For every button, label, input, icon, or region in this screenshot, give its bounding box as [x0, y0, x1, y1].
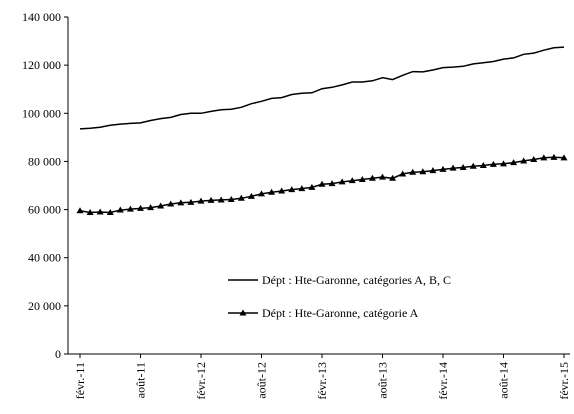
series-marker	[147, 204, 155, 211]
series-marker	[217, 196, 225, 203]
x-tick-label: févr.-14	[436, 362, 450, 400]
series-line	[79, 46, 565, 130]
series-marker	[328, 180, 336, 187]
y-tick-label: 60 000	[28, 203, 61, 217]
legend-label: Dépt : Hte-Garonne, catégories A, B, C	[262, 273, 451, 287]
series-marker	[500, 160, 507, 167]
series-marker	[489, 160, 497, 167]
y-tick-label: 100 000	[22, 106, 61, 120]
legend-label: Dépt : Hte-Garonne, catégorie A	[262, 306, 419, 320]
x-tick-label: févr.-15	[557, 362, 571, 400]
series-marker	[510, 159, 518, 166]
series-marker	[126, 205, 134, 212]
series-marker	[399, 170, 407, 177]
series-marker	[479, 162, 487, 169]
series-marker	[318, 180, 326, 187]
series-marker	[389, 174, 397, 181]
series-marker	[167, 200, 175, 207]
series-marker	[258, 190, 265, 197]
series-marker	[288, 186, 296, 193]
series-marker	[338, 178, 346, 185]
series-marker	[358, 175, 366, 182]
series-marker	[268, 188, 276, 195]
series-marker	[449, 164, 457, 171]
series-marker	[86, 208, 94, 215]
x-tick-label: août-11	[134, 362, 148, 398]
series-marker	[298, 185, 306, 192]
y-tick-label: 20 000	[28, 299, 61, 313]
y-tick-label: 120 000	[22, 58, 61, 72]
series-marker	[439, 165, 447, 172]
series-marker	[177, 199, 185, 206]
series-marker	[197, 197, 205, 204]
series-marker	[207, 196, 215, 203]
x-tick-label: août-13	[376, 362, 390, 399]
series-marker	[157, 202, 165, 209]
series-marker	[550, 153, 558, 160]
series-marker	[530, 156, 538, 163]
series-marker	[520, 157, 528, 164]
series-marker	[348, 177, 356, 184]
series-marker	[116, 206, 124, 213]
series-marker	[76, 207, 84, 214]
x-tick-label: févr.-11	[73, 362, 87, 399]
legend-marker	[239, 309, 247, 316]
x-tick-label: févr.-13	[315, 362, 329, 400]
series-marker	[419, 168, 427, 175]
series-marker	[368, 174, 376, 181]
y-tick-label: 140 000	[22, 10, 61, 24]
series-marker	[560, 154, 568, 161]
series-marker	[278, 187, 286, 194]
series-marker	[247, 192, 255, 199]
series-marker	[308, 183, 316, 190]
x-tick-label: août-12	[255, 362, 269, 399]
legend-box	[214, 262, 566, 332]
series-marker	[227, 195, 235, 202]
series-marker	[379, 173, 386, 180]
series-marker	[106, 208, 114, 215]
series-marker	[469, 162, 477, 169]
series-marker	[429, 167, 437, 174]
series-marker	[237, 194, 245, 201]
series-marker	[459, 163, 467, 170]
series-marker	[137, 204, 144, 211]
series-marker	[187, 198, 195, 205]
y-tick-label: 80 000	[28, 154, 61, 168]
series-marker	[96, 208, 104, 215]
series-marker	[409, 168, 417, 175]
y-tick-label: 40 000	[28, 251, 61, 265]
y-tick-label: 0	[55, 347, 61, 361]
x-tick-label: août-14	[497, 362, 511, 399]
series-marker	[540, 154, 548, 161]
x-tick-label: févr.-12	[194, 362, 208, 400]
